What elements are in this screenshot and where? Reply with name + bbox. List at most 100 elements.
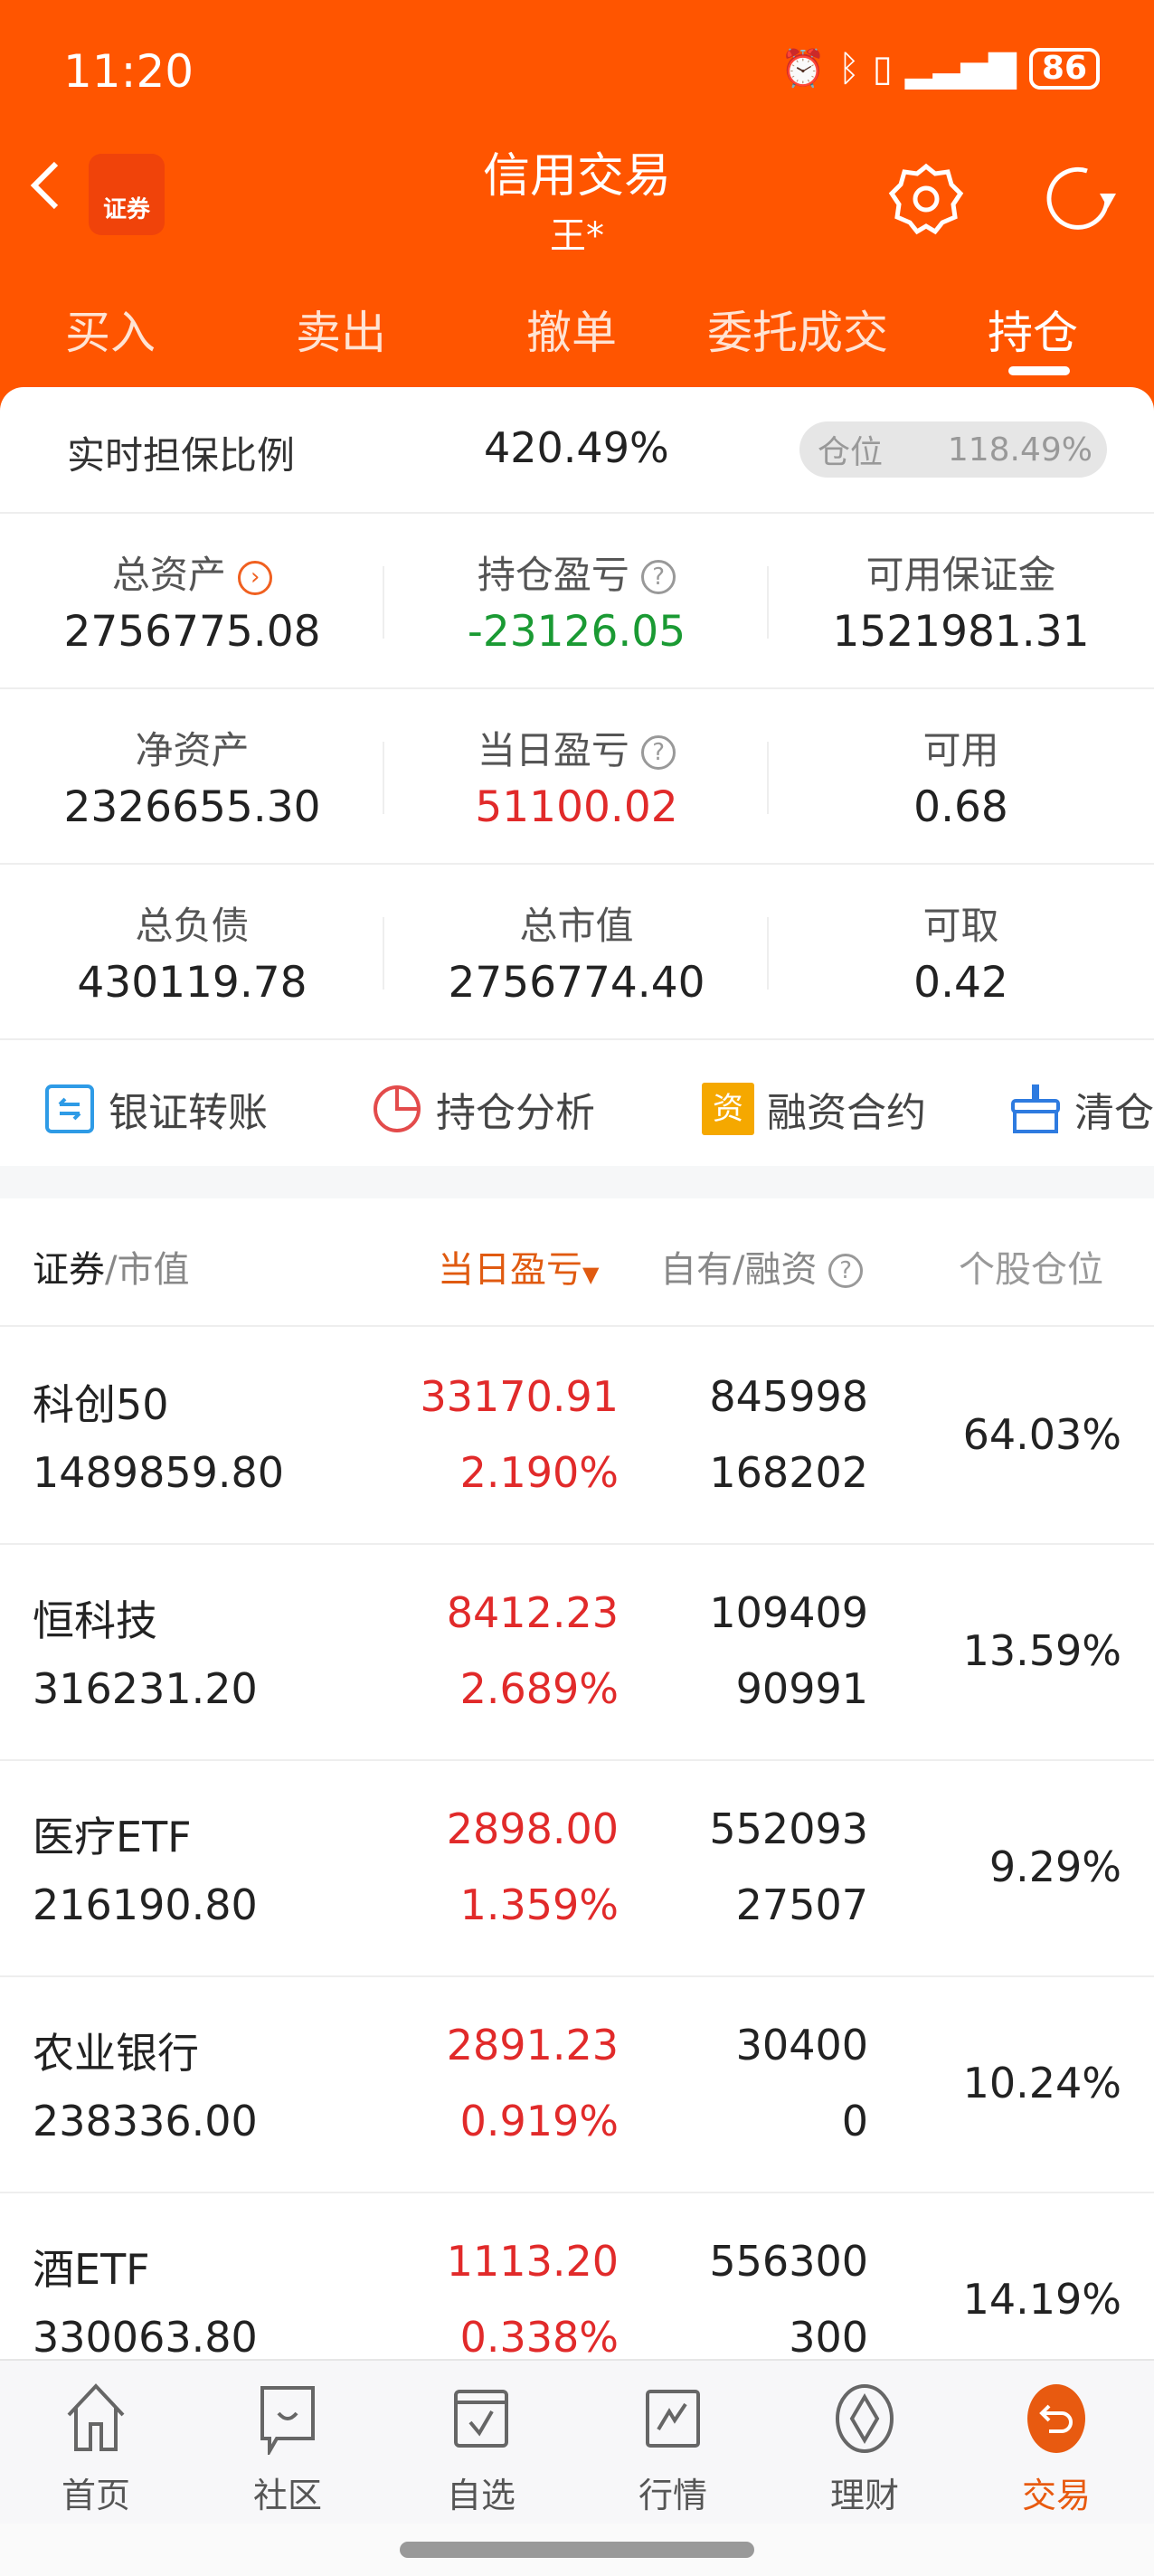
chevron-right-icon[interactable]: › xyxy=(238,561,273,595)
tab-positions[interactable]: 持仓 xyxy=(988,307,1078,359)
own-amount: 552093 xyxy=(709,1804,868,1853)
pie-chart-icon xyxy=(374,1085,421,1132)
battery-icon: 86 xyxy=(1028,47,1100,90)
summary-row: 总负债 430119.78 总市值 2756774.40 可取 0.42 xyxy=(0,865,1154,1040)
tab-sell[interactable]: 卖出 xyxy=(296,307,386,359)
security-name: 科创50 xyxy=(33,1380,169,1429)
refresh-icon[interactable] xyxy=(1042,161,1118,237)
position-analysis-button[interactable]: 持仓分析 xyxy=(371,1080,595,1138)
total-liabilities: 总负债 430119.78 xyxy=(0,865,384,1038)
label: 自选 xyxy=(446,2476,516,2515)
col-position[interactable]: 个股仓位 xyxy=(959,1249,1103,1291)
nav-home[interactable]: 首页 xyxy=(42,2382,150,2517)
daily-pnl: 1113.20 xyxy=(446,2237,619,2286)
market-value: 316231.20 xyxy=(33,1664,258,1713)
bluetooth-icon: ᛒ xyxy=(837,47,860,90)
nav-community[interactable]: 社区 xyxy=(233,2382,342,2517)
summary-row: 总资产 › 2756775.08 持仓盈亏 ? -23126.05 可用保证金 152… xyxy=(0,514,1154,689)
status-time: 11:20 xyxy=(63,45,194,98)
gesture-area xyxy=(0,2524,1154,2576)
daily-pnl: 33170.91 xyxy=(420,1372,620,1421)
label: 证券 xyxy=(33,1249,105,1291)
bank-transfer-button[interactable]: 银证转账 xyxy=(43,1080,268,1138)
position-pct: 14.19% xyxy=(962,2275,1121,2324)
help-icon[interactable]: ? xyxy=(828,1254,864,1288)
help-icon[interactable]: ? xyxy=(641,735,676,770)
margin-amount: 300 xyxy=(789,2313,868,2362)
diamond-icon xyxy=(836,2384,894,2453)
daily-pnl: 当日盈亏 ? 51100.02 xyxy=(384,689,769,863)
table-row[interactable]: 农业银行 238336.00 2891.23 0.919% 30400 0 10.24% xyxy=(0,1977,1154,2193)
value: 2756775.08 xyxy=(63,607,321,657)
position-pct: 9.29% xyxy=(988,1842,1121,1891)
label: 首页 xyxy=(61,2476,130,2515)
col-security[interactable]: 证券/市值 xyxy=(33,1240,189,1293)
security-name: 恒科技 xyxy=(33,1596,157,1645)
home-indicator[interactable] xyxy=(400,2542,754,2558)
trade-icon xyxy=(1027,2384,1085,2453)
label: 当日盈亏 xyxy=(477,728,629,772)
label: 可用 xyxy=(922,728,999,772)
value: 51100.02 xyxy=(475,782,678,832)
margin-contract-button[interactable]: 资 融资合约 xyxy=(702,1080,926,1138)
nav-market[interactable]: 行情 xyxy=(619,2382,727,2517)
label: 总市值 xyxy=(519,904,634,948)
label: 净资产 xyxy=(135,728,250,772)
label: 持仓盈亏 xyxy=(477,553,629,597)
table-row[interactable]: 医疗ETF 216190.80 2898.00 1.359% 552093 27507 9.… xyxy=(0,1761,1154,1977)
holding-pnl: 持仓盈亏 ? -23126.05 xyxy=(384,514,769,687)
sort-icon: ▼ xyxy=(582,1262,600,1287)
market-value: 1489859.80 xyxy=(33,1448,285,1497)
daily-pnl: 2891.23 xyxy=(446,2021,619,2069)
nav-trade[interactable]: 交易 xyxy=(1002,2382,1111,2517)
own-amount: 109409 xyxy=(709,1588,868,1637)
table-row[interactable]: 科创50 1489859.80 33170.91 2.190% 845998 168202… xyxy=(0,1329,1154,1545)
security-name: 医疗ETF xyxy=(33,1813,192,1861)
guarantee-ratio-row: 实时担保比例 420.49% 仓位 118.49% xyxy=(0,387,1154,514)
label: 银证转账 xyxy=(109,1090,268,1136)
ratio-value: 420.49% xyxy=(484,423,669,472)
value: 2756774.40 xyxy=(448,958,705,1008)
label: 清仓 xyxy=(1074,1090,1154,1136)
chat-icon xyxy=(260,2386,315,2455)
value: 1521981.31 xyxy=(832,607,1090,657)
value: 2326655.30 xyxy=(63,782,321,832)
label: 当日盈亏 xyxy=(438,1249,582,1291)
value: 430119.78 xyxy=(77,958,307,1008)
position-pill: 仓位 118.49% xyxy=(799,421,1107,478)
gear-icon[interactable] xyxy=(888,161,964,237)
label: /市值 xyxy=(105,1249,190,1291)
position-pct: 10.24% xyxy=(962,2059,1121,2107)
position-label: 仓位 xyxy=(818,434,884,471)
chart-icon xyxy=(646,2390,700,2448)
clear-position-button[interactable]: 清仓 xyxy=(1009,1080,1154,1138)
col-own-margin[interactable]: 自有/融资 ? xyxy=(660,1240,864,1293)
label: 行情 xyxy=(638,2476,707,2515)
tab-cancel[interactable]: 撤单 xyxy=(526,307,617,359)
table-row[interactable]: 恒科技 316231.20 8412.23 2.689% 109409 90991 13.5… xyxy=(0,1545,1154,1761)
transfer-icon xyxy=(45,1084,94,1133)
own-amount: 30400 xyxy=(735,2021,868,2069)
alarm-icon: ⏰ xyxy=(780,48,826,90)
tab-orders[interactable]: 委托成交 xyxy=(707,307,888,359)
vibrate-icon: ▯ xyxy=(872,47,893,90)
security-name: 农业银行 xyxy=(33,2029,199,2078)
nav-wealth[interactable]: 理财 xyxy=(810,2382,919,2517)
daily-pnl: 8412.23 xyxy=(446,1588,619,1637)
value: -23126.05 xyxy=(467,607,686,657)
tab-buy[interactable]: 买入 xyxy=(65,307,156,359)
label: 可用保证金 xyxy=(866,553,1056,597)
margin-amount: 168202 xyxy=(709,1448,868,1497)
label: 总负债 xyxy=(135,904,250,948)
help-icon[interactable]: ? xyxy=(641,560,676,594)
label: 融资合约 xyxy=(767,1090,926,1136)
back-icon[interactable] xyxy=(27,158,63,213)
total-assets[interactable]: 总资产 › 2756775.08 xyxy=(0,514,384,687)
header: 11:20 ⏰ ᛒ ▯ ▂▃▅▇ 86 证券 信用交易 王* 买入 卖出 撤单 … xyxy=(0,0,1154,425)
home-icon xyxy=(67,2383,125,2451)
nav-watchlist[interactable]: 自选 xyxy=(427,2382,535,2517)
col-daily-pnl[interactable]: 当日盈亏▼ xyxy=(438,1240,599,1293)
ratio-label: 实时担保比例 xyxy=(67,433,296,478)
market-value: 216190.80 xyxy=(33,1880,258,1929)
available-margin: 可用保证金 1521981.31 xyxy=(769,514,1153,687)
